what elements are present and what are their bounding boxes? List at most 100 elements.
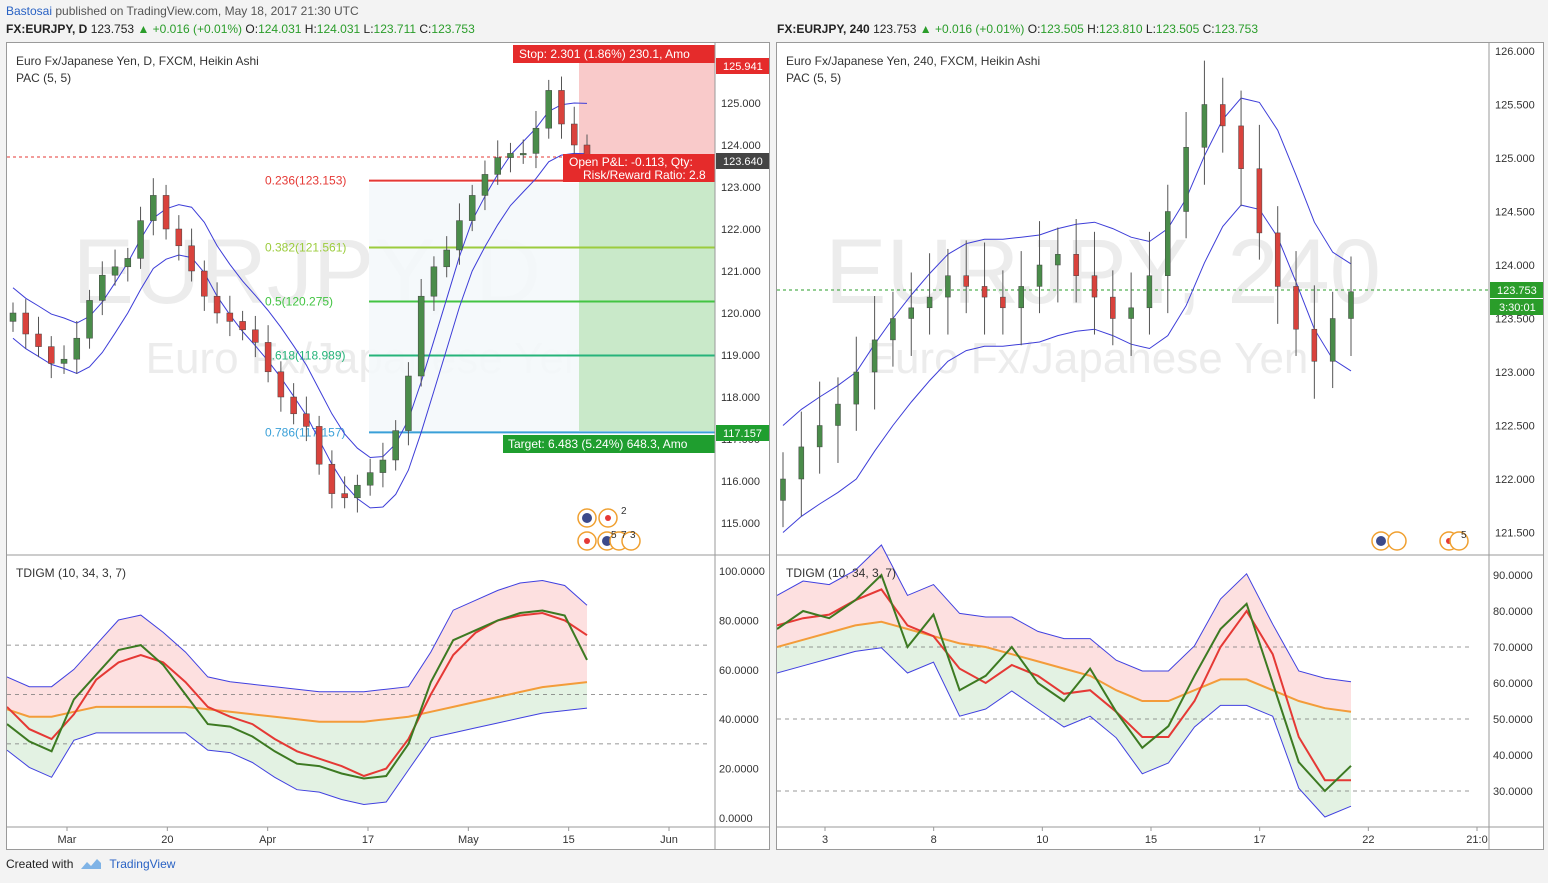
time-tick-label: 20 [161, 834, 173, 846]
osc-series-red [776, 588, 1351, 782]
right-candle [871, 339, 878, 373]
left-candle [430, 266, 438, 297]
pac-line [782, 204, 1352, 533]
left-candle [328, 463, 336, 494]
fib-level-label: 0.5(120.275) [265, 294, 333, 308]
left-candle [175, 228, 183, 247]
price-tick-label: 123.000 [1495, 367, 1535, 379]
price-tick-label: 118.000 [721, 392, 760, 404]
stop-zone [579, 51, 715, 155]
fib-level-label: 0.786(117.157) [265, 425, 346, 439]
right-candle [1018, 286, 1024, 309]
tradingview-link[interactable]: TradingView [109, 857, 176, 871]
right-price-axis[interactable]: 126.000 125.500 125.000 124.500 124.000 123.5… [1495, 46, 1535, 540]
left-chart-panel[interactable]: EURJPY, D Euro Fx/Japanese Yen 0.236(123… [6, 42, 770, 850]
event-icons[interactable]: 2 5 7 3 [577, 506, 641, 551]
left-time-axis[interactable]: Mar 20 Apr 17 May 15 Jun [58, 827, 678, 846]
left-chart-svg[interactable]: EURJPY, D Euro Fx/Japanese Yen 0.236(123… [6, 43, 769, 849]
right-candle [835, 403, 841, 426]
right-candle [981, 286, 988, 298]
right-candle [1183, 147, 1189, 212]
right-candle [1256, 168, 1263, 234]
event-label: 3 [630, 530, 636, 541]
osc-tick-label: 100.0000 [719, 566, 765, 578]
right-candle [1073, 254, 1079, 276]
osc-tick-label: 70.0000 [1493, 642, 1533, 654]
right-symbol[interactable]: FX:EURJPY, 240 [777, 22, 870, 36]
osc-series-orange [776, 620, 1352, 713]
osc-tick-label: 80.0000 [1493, 606, 1533, 618]
right-low: 123.505 [1155, 22, 1200, 36]
right-h-label: H: [1087, 22, 1100, 36]
left-candle [201, 270, 208, 297]
publish-info: Bastosai published on TradingView.com, M… [6, 4, 359, 18]
left-candle [35, 333, 42, 347]
right-chart-svg[interactable]: EURJPY, 240 Euro Fx/Japanese Yen Euro Fx… [776, 43, 1543, 849]
left-symbol[interactable]: FX:EURJPY, D [6, 22, 88, 36]
left-candle [22, 312, 30, 335]
right-c-label: C: [1202, 22, 1215, 36]
price-tick-label: 124.000 [721, 140, 761, 152]
left-candle [124, 258, 132, 268]
left-candle [354, 484, 361, 499]
time-tick-label: 8 [931, 834, 937, 846]
right-candle [1146, 275, 1153, 309]
osc-tick-label: 80.0000 [719, 615, 759, 627]
right-open: 123.505 [1040, 22, 1084, 36]
time-tick-label: 17 [362, 834, 374, 846]
stop-price-tag: 125.941 [723, 61, 763, 73]
left-candle [405, 375, 412, 431]
osc-tick-label: 40.0000 [719, 714, 759, 726]
price-tick-label: 121.000 [721, 266, 761, 278]
current-price-tag: 123.640 [723, 156, 763, 168]
right-time-axis[interactable]: 3 8 10 15 17 22 21:0 [822, 827, 1488, 846]
left-candle [99, 274, 106, 301]
left-candle [303, 413, 310, 427]
price-tick-label: 119.000 [721, 350, 760, 362]
right-candle [1274, 232, 1281, 287]
target-label-box[interactable] [503, 435, 715, 453]
right-candle [798, 446, 805, 480]
current-price-tag: 123.753 [1497, 285, 1537, 297]
pnl-box[interactable] [563, 154, 715, 182]
pac-line [12, 102, 588, 459]
fib-level-label: 0.618(118.989) [265, 348, 346, 362]
fib-level-label: 0.236(123.153) [265, 174, 346, 188]
right-candle [908, 307, 915, 319]
osc-lower-band-line [6, 707, 588, 806]
right-change: ▲ +0.016 (+0.01%) [919, 22, 1025, 36]
left-l-label: L: [363, 22, 374, 36]
left-close: 123.753 [431, 22, 475, 36]
right-candle [1348, 291, 1354, 319]
pnl-label: Open P&L: -0.113, Qty: [569, 155, 693, 169]
left-chart-title: Euro Fx/Japanese Yen, D, FXCM, Heikin As… [16, 54, 259, 68]
event-icons[interactable]: 5 [1371, 530, 1469, 551]
right-l-label: L: [1145, 22, 1156, 36]
time-tick-label: Mar [58, 834, 77, 846]
time-tick-label: 10 [1036, 834, 1048, 846]
osc-tick-label: 20.0000 [719, 764, 759, 776]
right-candle [1219, 104, 1226, 127]
left-candle [443, 249, 450, 268]
right-last-price: 123.753 [873, 22, 917, 36]
stop-label-box[interactable] [513, 45, 715, 63]
left-candle [73, 337, 81, 360]
left-candle [226, 312, 234, 322]
left-candle [507, 153, 514, 158]
left-price-axis[interactable]: 125.000 124.000 123.000 122.000 121.000 120.0… [721, 98, 761, 530]
left-candle [494, 157, 501, 175]
price-tick-label: 126.000 [1495, 46, 1535, 58]
price-tick-label: 124.000 [1495, 260, 1535, 272]
left-symbol-bar: FX:EURJPY, D 123.753 ▲ +0.016 (+0.01%) O… [6, 22, 475, 36]
left-o-label: O: [245, 22, 259, 36]
target-price-tag: 117.157 [723, 428, 762, 440]
author-link[interactable]: Bastosai [6, 4, 53, 18]
right-candle [1036, 264, 1043, 287]
left-candle [519, 153, 527, 156]
right-candle [1293, 286, 1299, 330]
price-tick-label: 115.000 [721, 518, 760, 530]
right-candle [1128, 307, 1134, 319]
left-candle [315, 426, 323, 465]
left-candle [252, 329, 259, 343]
right-chart-panel[interactable]: EURJPY, 240 Euro Fx/Japanese Yen Euro Fx… [776, 42, 1544, 850]
